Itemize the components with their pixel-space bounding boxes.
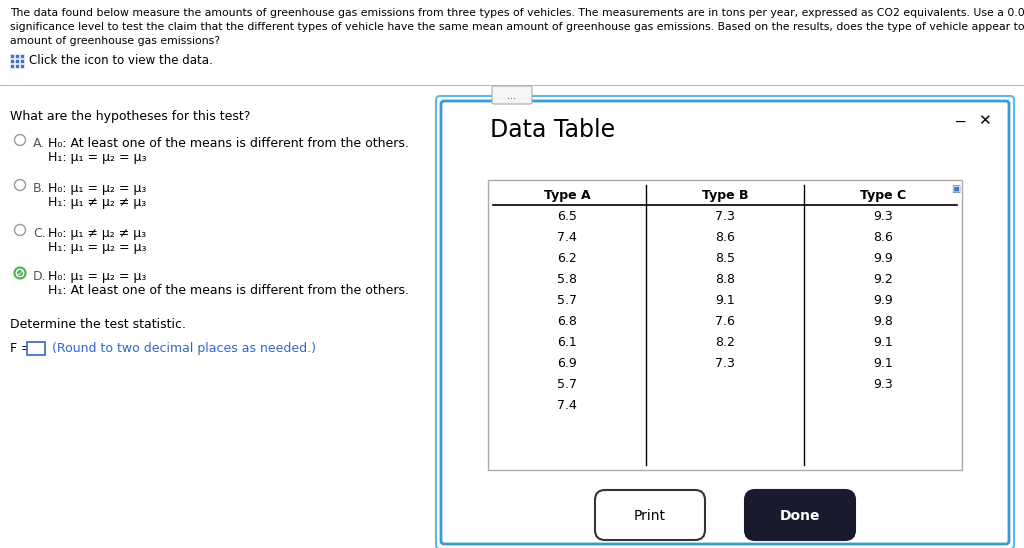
Text: H₁: μ₁ = μ₂ = μ₃: H₁: μ₁ = μ₂ = μ₃ bbox=[48, 151, 146, 164]
Text: 6.5: 6.5 bbox=[557, 210, 577, 223]
Text: 5.8: 5.8 bbox=[557, 273, 577, 286]
Text: Type B: Type B bbox=[701, 189, 749, 202]
Text: The data found below measure the amounts of greenhouse gas emissions from three : The data found below measure the amounts… bbox=[10, 8, 1024, 18]
Bar bbox=[15, 54, 19, 58]
Text: ─: ─ bbox=[955, 115, 965, 130]
Text: Type C: Type C bbox=[860, 189, 906, 202]
Text: 8.6: 8.6 bbox=[873, 231, 893, 244]
Text: What are the hypotheses for this test?: What are the hypotheses for this test? bbox=[10, 110, 251, 123]
Text: 5.7: 5.7 bbox=[557, 378, 577, 391]
Text: 7.4: 7.4 bbox=[557, 399, 577, 412]
Bar bbox=[15, 59, 19, 63]
Text: 9.9: 9.9 bbox=[873, 252, 893, 265]
Text: H₀: μ₁ = μ₂ = μ₃: H₀: μ₁ = μ₂ = μ₃ bbox=[48, 182, 146, 195]
Bar bbox=[15, 64, 19, 68]
Text: 9.3: 9.3 bbox=[873, 210, 893, 223]
Text: 9.8: 9.8 bbox=[873, 315, 893, 328]
Text: 7.4: 7.4 bbox=[557, 231, 577, 244]
Text: 7.3: 7.3 bbox=[715, 357, 735, 370]
Bar bbox=[10, 54, 14, 58]
Bar bbox=[20, 54, 24, 58]
Bar bbox=[10, 59, 14, 63]
Text: H₁: μ₁ = μ₂ = μ₃: H₁: μ₁ = μ₂ = μ₃ bbox=[48, 241, 146, 254]
Bar bbox=[20, 59, 24, 63]
Text: Done: Done bbox=[779, 509, 820, 523]
Text: 8.8: 8.8 bbox=[715, 273, 735, 286]
Text: 9.2: 9.2 bbox=[873, 273, 893, 286]
Text: Data Table: Data Table bbox=[490, 118, 615, 142]
Text: Click the icon to view the data.: Click the icon to view the data. bbox=[29, 54, 213, 66]
Text: 8.5: 8.5 bbox=[715, 252, 735, 265]
Text: 8.6: 8.6 bbox=[715, 231, 735, 244]
Text: ✓: ✓ bbox=[16, 269, 24, 278]
Text: 9.9: 9.9 bbox=[873, 294, 893, 307]
Circle shape bbox=[14, 180, 26, 191]
FancyBboxPatch shape bbox=[595, 490, 705, 540]
Text: 9.1: 9.1 bbox=[873, 336, 893, 349]
Text: H₁: At least one of the means is different from the others.: H₁: At least one of the means is differe… bbox=[48, 284, 409, 297]
Text: 7.6: 7.6 bbox=[715, 315, 735, 328]
Text: ▣: ▣ bbox=[951, 184, 961, 194]
Text: 5.7: 5.7 bbox=[557, 294, 577, 307]
Bar bbox=[10, 64, 14, 68]
FancyBboxPatch shape bbox=[436, 96, 1014, 548]
Text: significance level to test the claim that the different types of vehicle have th: significance level to test the claim tha… bbox=[10, 22, 1024, 32]
Text: H₀: μ₁ = μ₂ = μ₃: H₀: μ₁ = μ₂ = μ₃ bbox=[48, 270, 146, 283]
Text: 6.8: 6.8 bbox=[557, 315, 577, 328]
Text: Determine the test statistic.: Determine the test statistic. bbox=[10, 318, 186, 331]
Text: amount of greenhouse gas emissions?: amount of greenhouse gas emissions? bbox=[10, 36, 220, 46]
Text: ...: ... bbox=[508, 91, 516, 101]
FancyBboxPatch shape bbox=[441, 101, 1009, 544]
Circle shape bbox=[14, 134, 26, 146]
Text: Type A: Type A bbox=[544, 189, 590, 202]
Text: ✕: ✕ bbox=[978, 113, 991, 128]
Bar bbox=[20, 64, 24, 68]
Text: 9.1: 9.1 bbox=[873, 357, 893, 370]
Text: (Round to two decimal places as needed.): (Round to two decimal places as needed.) bbox=[52, 342, 316, 355]
Circle shape bbox=[14, 267, 26, 278]
Text: Print: Print bbox=[634, 509, 666, 523]
Text: H₁: μ₁ ≠ μ₂ ≠ μ₃: H₁: μ₁ ≠ μ₂ ≠ μ₃ bbox=[48, 196, 146, 209]
Circle shape bbox=[17, 270, 23, 276]
Text: A.: A. bbox=[33, 137, 45, 150]
Text: 6.9: 6.9 bbox=[557, 357, 577, 370]
Text: F =: F = bbox=[10, 342, 32, 355]
Text: B.: B. bbox=[33, 182, 46, 195]
Text: C.: C. bbox=[33, 227, 46, 240]
Text: D.: D. bbox=[33, 270, 47, 283]
Text: 9.1: 9.1 bbox=[715, 294, 735, 307]
Text: H₀: μ₁ ≠ μ₂ ≠ μ₃: H₀: μ₁ ≠ μ₂ ≠ μ₃ bbox=[48, 227, 146, 240]
FancyBboxPatch shape bbox=[745, 490, 855, 540]
Text: H₀: At least one of the means is different from the others.: H₀: At least one of the means is differe… bbox=[48, 137, 409, 150]
Bar bbox=[488, 180, 962, 470]
Circle shape bbox=[14, 225, 26, 236]
Text: 6.2: 6.2 bbox=[557, 252, 577, 265]
Text: 7.3: 7.3 bbox=[715, 210, 735, 223]
Text: 8.2: 8.2 bbox=[715, 336, 735, 349]
Text: 9.3: 9.3 bbox=[873, 378, 893, 391]
Bar bbox=[27, 342, 45, 355]
FancyBboxPatch shape bbox=[492, 86, 532, 104]
Text: 6.1: 6.1 bbox=[557, 336, 577, 349]
